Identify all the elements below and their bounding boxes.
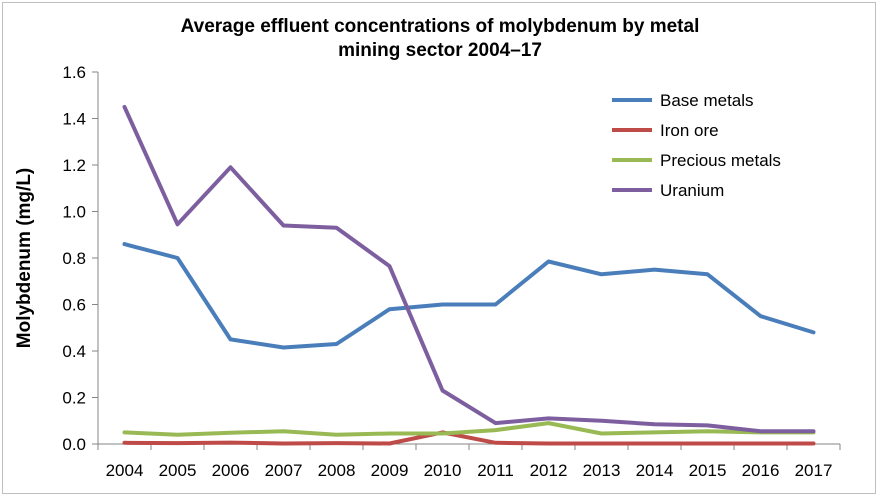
legend-label-precious-metals: Precious metals: [660, 151, 781, 170]
x-tick-label: 2011: [477, 461, 514, 480]
y-axis-title: Molybdenum (mg/L): [14, 168, 35, 348]
chart-title-line: mining sector 2004–17: [338, 40, 542, 61]
y-tick-label: 1.0: [62, 203, 86, 222]
x-tick-label: 2017: [795, 461, 833, 480]
y-tick-label: 1.6: [62, 63, 86, 82]
x-tick-label: 2014: [636, 461, 674, 480]
x-tick-label: 2009: [371, 461, 409, 480]
axes: [97, 72, 840, 445]
legend-label-base-metals: Base metals: [660, 91, 754, 110]
chart-title-line: Average effluent concentrations of molyb…: [181, 16, 700, 37]
series-line-iron-ore: [122, 430, 816, 446]
x-tick-label: 2016: [742, 461, 780, 480]
y-tick-label: 0.4: [62, 342, 86, 361]
y-ticks: 0.0 0.2 0.4 0.6 0.8 1.0 1.2 1.4 1.6: [62, 63, 98, 454]
x-tick-label: 2015: [689, 461, 727, 480]
y-tick-label: 0.6: [62, 296, 86, 315]
chart-title: Average effluent concentrations of molyb…: [181, 16, 700, 61]
y-tick-label: 0.8: [62, 249, 86, 268]
x-ticks: 2004 2005 2006 2007 2008 2009 2010 2011 2012 2013…: [97, 444, 841, 480]
x-tick-label: 2005: [159, 461, 197, 480]
x-tick-label: 2010: [424, 461, 462, 480]
series-line-uranium: [122, 104, 816, 434]
x-tick-label: 2013: [583, 461, 621, 480]
series-line-precious-metals: [122, 421, 816, 437]
x-tick-label: 2008: [318, 461, 356, 480]
y-axis-label: Molybdenum (mg/L): [14, 168, 35, 348]
series-lines: [122, 104, 816, 446]
legend-label-iron-ore: Iron ore: [660, 121, 719, 140]
y-tick-label: 0.2: [62, 389, 86, 408]
x-tick-label: 2007: [265, 461, 303, 480]
series-line-base-metals: [122, 242, 816, 350]
x-tick-label: 2006: [212, 461, 250, 480]
y-tick-label: 1.2: [62, 156, 86, 175]
legend-label-uranium: Uranium: [660, 181, 724, 200]
y-tick-label: 0.0: [62, 435, 86, 454]
x-tick-label: 2012: [530, 461, 568, 480]
legend: Base metals Iron ore Precious metals Uraniu…: [612, 91, 781, 200]
x-tick-label: 2004: [106, 461, 144, 480]
y-tick-label: 1.4: [62, 110, 86, 129]
